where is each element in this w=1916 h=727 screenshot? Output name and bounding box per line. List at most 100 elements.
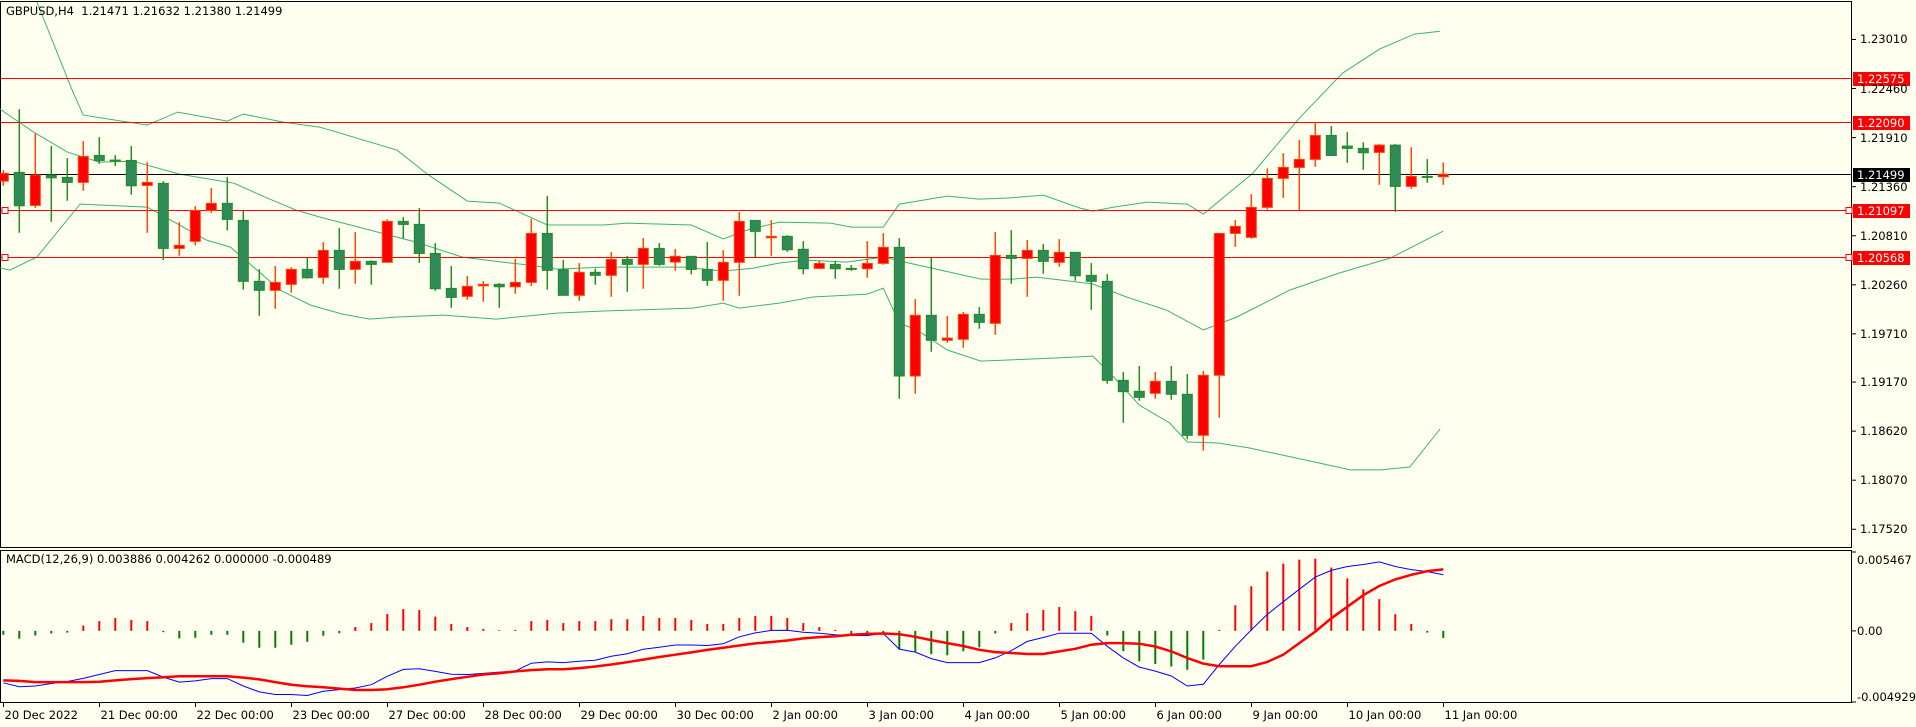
bullish-candle bbox=[989, 232, 1001, 335]
bearish-candle bbox=[1325, 126, 1337, 156]
candle-body bbox=[1405, 175, 1417, 187]
candle-body bbox=[605, 258, 617, 276]
symbol-label: GBPUSD,H4 bbox=[6, 4, 74, 18]
candle-body bbox=[61, 176, 73, 183]
macd-signal-line bbox=[3, 568, 1444, 692]
candle-body bbox=[941, 337, 953, 341]
bearish-candle bbox=[653, 243, 665, 266]
candle-body bbox=[493, 283, 505, 288]
candle-body bbox=[957, 313, 969, 340]
candle-body bbox=[125, 159, 137, 187]
price-axis-label: 1.19710 bbox=[1860, 326, 1908, 341]
bullish-candle bbox=[1405, 147, 1417, 189]
candle-body bbox=[1309, 134, 1321, 160]
bullish-candle bbox=[1149, 372, 1161, 399]
macd-indicator bbox=[2, 558, 1445, 697]
candle-body bbox=[781, 235, 793, 251]
candle-body bbox=[1005, 254, 1017, 259]
time-axis-label: 4 Jan 00:00 bbox=[964, 708, 1031, 722]
bullish-candle bbox=[957, 312, 969, 348]
price-axis-label: 1.21360 bbox=[1860, 179, 1908, 194]
level-anchor-handle[interactable] bbox=[1, 254, 9, 261]
bearish-candle bbox=[125, 146, 137, 195]
bullish-candle bbox=[285, 267, 297, 293]
candle-body bbox=[285, 268, 297, 285]
macd-main-line bbox=[3, 561, 1444, 697]
bullish-candle bbox=[525, 218, 537, 287]
candle-body bbox=[93, 154, 105, 161]
candle-body bbox=[621, 258, 633, 265]
candle-body bbox=[637, 247, 649, 265]
level-anchor-handle[interactable] bbox=[1845, 207, 1853, 214]
candle-body bbox=[157, 182, 169, 249]
price-axis-label: 1.17520 bbox=[1860, 522, 1908, 537]
bearish-candle bbox=[749, 219, 761, 258]
candle-body bbox=[509, 281, 521, 288]
bullish-candle bbox=[1197, 370, 1209, 451]
time-axis-label: 3 Jan 00:00 bbox=[868, 708, 935, 722]
bearish-candle bbox=[1133, 366, 1145, 401]
candle-body bbox=[701, 268, 713, 281]
candle-body bbox=[1053, 251, 1065, 263]
candle-body bbox=[973, 313, 985, 323]
bearish-candle bbox=[1357, 142, 1369, 170]
time-axis-label: 22 Dec 00:00 bbox=[196, 708, 274, 722]
candle-body bbox=[1085, 274, 1097, 282]
level-anchor-handle[interactable] bbox=[1845, 254, 1853, 261]
bearish-candle bbox=[685, 255, 697, 275]
bullish-candle bbox=[669, 249, 681, 271]
candle-body bbox=[0, 172, 9, 182]
price-axis-label: 1.21910 bbox=[1860, 130, 1908, 145]
bearish-candle bbox=[413, 208, 425, 263]
main-pane-border bbox=[0, 1, 1852, 548]
price-axis-label: 1.23010 bbox=[1860, 32, 1908, 47]
bearish-candle bbox=[429, 243, 441, 291]
bearish-candle bbox=[701, 242, 713, 286]
candle-body bbox=[589, 271, 601, 276]
bullish-candle bbox=[573, 263, 585, 301]
candle-body bbox=[1037, 249, 1049, 262]
candle-body bbox=[1069, 251, 1081, 277]
bearish-candle bbox=[621, 256, 633, 292]
candle-body bbox=[989, 254, 1001, 324]
candle-body bbox=[445, 287, 457, 298]
time-axis-label: 6 Jan 00:00 bbox=[1156, 708, 1223, 722]
bearish-candle bbox=[109, 155, 121, 167]
candle-body bbox=[797, 248, 809, 270]
bearish-candle bbox=[893, 238, 905, 399]
candle-body bbox=[1261, 177, 1273, 208]
candle-body bbox=[1133, 390, 1145, 398]
macd-axis-label: 0.005467 bbox=[1857, 553, 1912, 567]
macd-axis-label: -0.004929 bbox=[1857, 690, 1916, 704]
bullish-candle bbox=[941, 316, 953, 343]
bearish-candle bbox=[157, 181, 169, 261]
bullish-candle bbox=[605, 252, 617, 297]
level-anchor-handle[interactable] bbox=[1, 207, 9, 214]
ohlc-readout: 1.21471 1.21632 1.21380 1.21499 bbox=[81, 4, 283, 18]
bollinger-upper-band bbox=[36, 1, 1441, 240]
candle-body bbox=[909, 314, 921, 377]
bullish-candle bbox=[509, 259, 521, 294]
candle-body bbox=[1213, 232, 1225, 376]
bullish-candle bbox=[1437, 162, 1449, 185]
candle-body bbox=[1117, 379, 1129, 393]
level-price-label: 1.21097 bbox=[1853, 203, 1910, 218]
bollinger-lower-band bbox=[0, 203, 1441, 471]
bearish-candle bbox=[237, 210, 249, 290]
bearish-candle bbox=[1005, 230, 1017, 284]
time-axis-label: 20 Dec 2022 bbox=[4, 708, 78, 722]
bearish-candle bbox=[845, 265, 857, 271]
bullish-candle bbox=[317, 242, 329, 284]
bullish-candle bbox=[1229, 220, 1241, 247]
candle-body bbox=[525, 232, 537, 283]
candle-body bbox=[477, 283, 489, 287]
horizontal-levels[interactable] bbox=[1, 78, 1853, 261]
candle-body bbox=[1325, 134, 1337, 156]
candle-body bbox=[429, 252, 441, 290]
bearish-candle bbox=[1117, 372, 1129, 423]
candle-body bbox=[557, 269, 569, 296]
candle-body bbox=[685, 255, 697, 270]
candle-body bbox=[1389, 144, 1401, 187]
bearish-candle bbox=[973, 307, 985, 329]
